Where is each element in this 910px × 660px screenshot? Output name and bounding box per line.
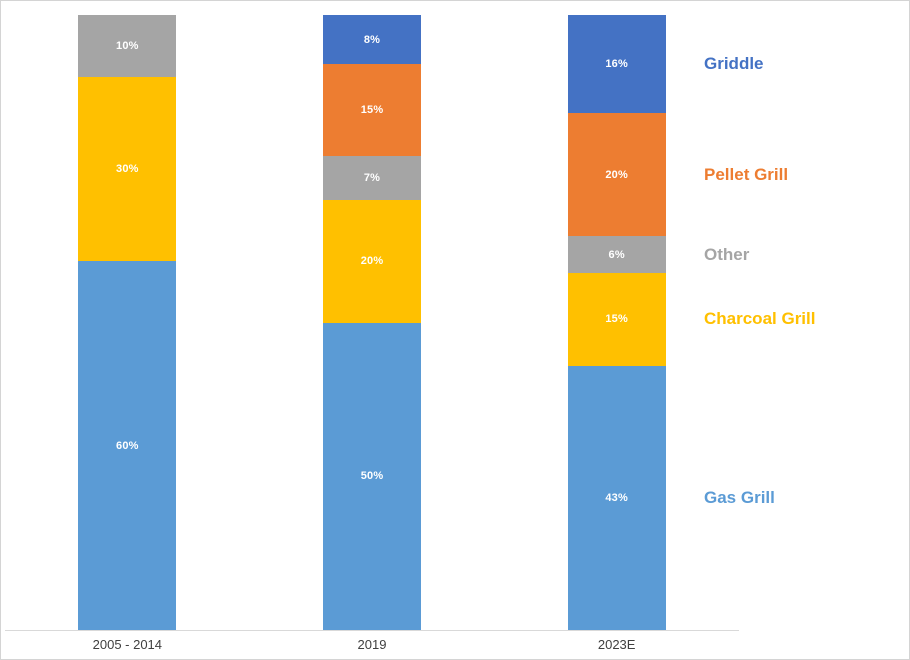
bar-segment-gas-grill: 43% xyxy=(567,365,666,630)
legend-label-griddle: Griddle xyxy=(704,54,764,74)
x-axis-line xyxy=(5,630,739,631)
legend-label-gas-grill: Gas Grill xyxy=(704,487,775,507)
data-label: 43% xyxy=(605,491,628,504)
x-axis-label-2019: 2019 xyxy=(357,637,387,652)
bar-segment-griddle: 8% xyxy=(323,15,421,65)
x-axis-label-2005-2014: 2005 - 2014 xyxy=(92,637,163,652)
bar-segment-charcoal-grill: 15% xyxy=(567,273,666,366)
data-label: 15% xyxy=(360,104,384,117)
legend-label-pellet-grill: Pellet Grill xyxy=(704,164,789,184)
bar-segment-pellet-grill: 15% xyxy=(323,64,421,157)
data-label: 8% xyxy=(363,33,381,46)
bar-segment-other: 6% xyxy=(567,236,666,274)
data-label: 20% xyxy=(360,255,384,267)
plot-area: 60% 30% 10% 50% 20% 7% 15% 8% 43% 15% 6% 20% 16% xyxy=(1,15,909,630)
bar-segment-other: 10% xyxy=(78,15,177,77)
legend-label-other: Other xyxy=(704,244,750,264)
data-label: 15% xyxy=(605,313,628,326)
data-label: 60% xyxy=(116,439,139,452)
bar-segment-griddle: 16% xyxy=(567,15,666,114)
x-axis-label-2023e: 2023E xyxy=(597,637,636,652)
data-label: 10% xyxy=(116,39,139,52)
bar-segment-other: 7% xyxy=(323,156,421,200)
bar-segment-pellet-grill: 20% xyxy=(567,113,666,237)
data-label: 20% xyxy=(605,168,628,181)
bar-segment-charcoal-grill: 20% xyxy=(323,199,421,323)
data-label: 6% xyxy=(608,248,625,261)
data-label: 16% xyxy=(605,58,628,71)
legend-label-charcoal-grill: Charcoal Grill xyxy=(704,309,816,329)
bar-segment-gas-grill: 60% xyxy=(78,261,177,630)
data-label: 50% xyxy=(360,470,384,483)
bar-segment-charcoal-grill: 30% xyxy=(78,76,177,261)
bar-segment-gas-grill: 50% xyxy=(323,322,421,630)
data-label: 7% xyxy=(363,171,381,184)
data-label: 30% xyxy=(116,162,139,175)
